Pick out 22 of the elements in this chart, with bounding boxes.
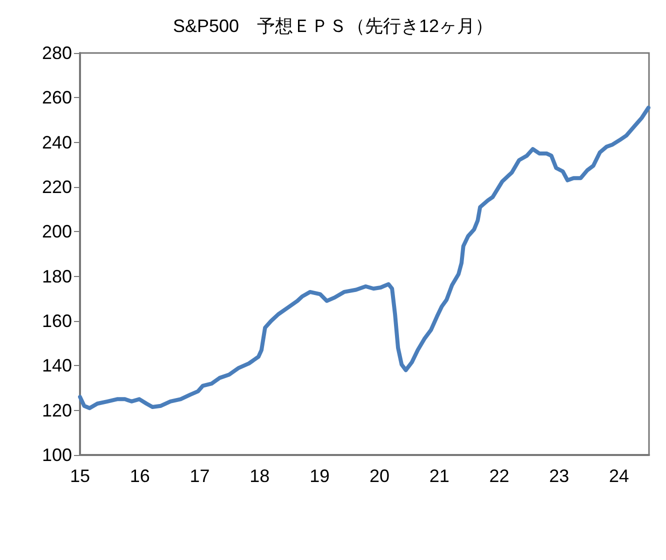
y-tick-label: 140	[42, 356, 72, 376]
y-tick-label: 100	[42, 445, 72, 465]
y-tick-label: 200	[42, 222, 72, 242]
y-tick-label: 120	[42, 400, 72, 420]
x-tick-label: 20	[369, 466, 390, 486]
x-tick-label: 23	[549, 466, 570, 486]
x-tick-label: 22	[489, 466, 510, 486]
y-tick-label: 180	[42, 266, 72, 286]
x-tick-label: 16	[130, 466, 150, 486]
y-tick-label: 160	[42, 311, 72, 331]
y-tick-label: 240	[42, 132, 72, 152]
y-tick-label: 220	[42, 177, 72, 197]
x-tick-label: 15	[70, 466, 90, 486]
x-tick-label: 19	[310, 466, 330, 486]
chart-title: S&P500 予想ＥＰＳ（先行き12ヶ月）	[172, 16, 494, 36]
x-tick-label: 21	[429, 466, 450, 486]
line-series	[78, 106, 650, 410]
x-tick-label: 24	[609, 466, 630, 486]
y-tick-label: 280	[42, 43, 72, 63]
x-tick-label: 17	[190, 466, 210, 486]
x-tick-label: 18	[250, 466, 270, 486]
y-tick-label: 260	[42, 88, 72, 108]
